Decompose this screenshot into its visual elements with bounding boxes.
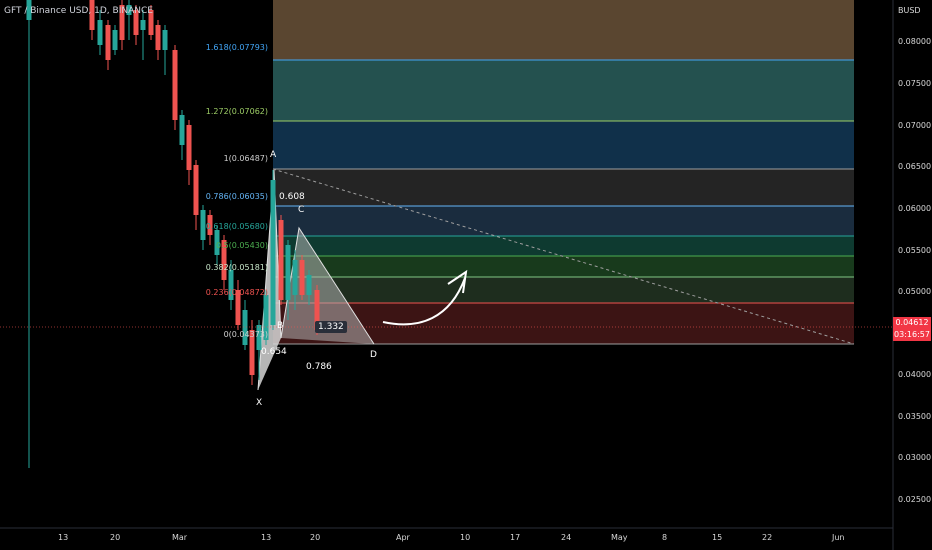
- time-axis-tick: 13: [261, 533, 272, 542]
- point-c-label: C: [298, 205, 305, 215]
- candle-body: [249, 330, 255, 375]
- price-axis-tick: 0.08000: [898, 37, 932, 46]
- candle-body: [155, 25, 161, 50]
- candle-body: [126, 5, 132, 15]
- current-price: 0.04612: [895, 318, 929, 327]
- price-axis-tick: 0.06000: [898, 204, 932, 213]
- ticker-label[interactable]: GFT / Binance USD, 1D, BINANCE: [4, 6, 153, 16]
- candle-body: [278, 220, 284, 300]
- price-axis-tick: 0.07500: [898, 79, 932, 88]
- price-axis-tick: 0.04000: [898, 370, 932, 379]
- price-axis-tick: 0.06500: [898, 162, 932, 171]
- point-x-label: X: [256, 398, 263, 408]
- time-axis-tick: 24: [561, 533, 572, 542]
- price-axis-tick: 0.05500: [898, 246, 932, 255]
- bcd-ratio: 1.332: [315, 321, 347, 333]
- fib-level-label: 1(0.06487): [223, 154, 268, 163]
- candle-body: [148, 10, 154, 35]
- time-axis-tick: 20: [110, 533, 121, 542]
- price-axis-tick: 0.03000: [898, 453, 932, 462]
- fib-level-label: 0(0.04373): [223, 330, 268, 339]
- fib-level-label: 1.272(0.07062): [205, 107, 268, 116]
- candle-body: [89, 0, 95, 30]
- candle-body: [214, 230, 220, 255]
- candle-body: [263, 295, 269, 340]
- currency-label: BUSD: [898, 6, 921, 15]
- xab-ratio: 0.654: [261, 347, 287, 357]
- time-axis-tick: 13: [58, 533, 69, 542]
- candle-body: [207, 215, 213, 235]
- point-b-label: B: [277, 321, 284, 331]
- fib-level-label: 0.382(0.05181): [205, 263, 268, 272]
- candle-body: [179, 115, 185, 145]
- point-d-label: D: [370, 350, 377, 360]
- candle-body: [26, 0, 32, 20]
- xad-ratio: 0.786: [306, 362, 332, 372]
- time-axis-tick: May: [611, 533, 628, 542]
- candle-body: [200, 210, 206, 240]
- candle-body: [299, 260, 305, 295]
- candle-body: [119, 5, 125, 40]
- candle-body: [256, 325, 262, 350]
- bar-countdown: 03:16:57: [894, 330, 930, 339]
- candle-body: [140, 20, 146, 30]
- price-axis-tick: 0.03500: [898, 412, 932, 421]
- fib-level-label: 0.618(0.05680): [205, 222, 268, 231]
- fib-level-label: 0.5(0.05430): [215, 241, 268, 250]
- candle-body: [112, 30, 118, 50]
- curved-arrow-annotation: [382, 269, 468, 326]
- candle-body: [270, 180, 276, 325]
- candle-body: [242, 310, 248, 345]
- candle-body: [162, 30, 168, 50]
- candle-body: [235, 290, 241, 325]
- candlesticks: [26, 0, 320, 468]
- time-axis-tick: 10: [460, 533, 471, 542]
- time-axis-tick: Apr: [396, 533, 410, 542]
- time-axis-tick: Jun: [832, 533, 845, 542]
- candle-body: [133, 10, 139, 35]
- candle-body: [105, 25, 111, 60]
- candle-body: [292, 260, 298, 295]
- fib-level-label: 0.236(0.04872): [205, 288, 268, 297]
- time-axis-tick: Mar: [172, 533, 188, 542]
- candle-body: [97, 20, 103, 45]
- price-axis-tick: 0.07000: [898, 121, 932, 130]
- point-a-label: A: [270, 150, 277, 160]
- candle-body: [193, 165, 199, 215]
- candle-body: [228, 270, 234, 300]
- time-axis-tick: 15: [712, 533, 723, 542]
- fib-level-label: 1.618(0.07793): [205, 43, 268, 52]
- price-axis-tick: 0.05000: [898, 287, 932, 296]
- price-axis-tick: 0.02500: [898, 495, 932, 504]
- time-axis-tick: 17: [510, 533, 521, 542]
- time-axis-tick: 22: [762, 533, 773, 542]
- time-axis-tick: 20: [310, 533, 321, 542]
- candle-body: [186, 125, 192, 170]
- time-axis-tick: 8: [662, 533, 668, 542]
- candle-body: [285, 245, 291, 300]
- candle-body: [306, 275, 312, 295]
- fib-level-label: 0.786(0.06035): [205, 192, 268, 201]
- fibonacci-retracement: [272, 0, 855, 345]
- abc-ratio: 0.608: [279, 192, 305, 202]
- candle-body: [172, 50, 178, 120]
- candle-body: [314, 290, 320, 330]
- current-price-tag: 0.04612 03:16:57: [893, 317, 931, 341]
- candle-body: [221, 240, 227, 280]
